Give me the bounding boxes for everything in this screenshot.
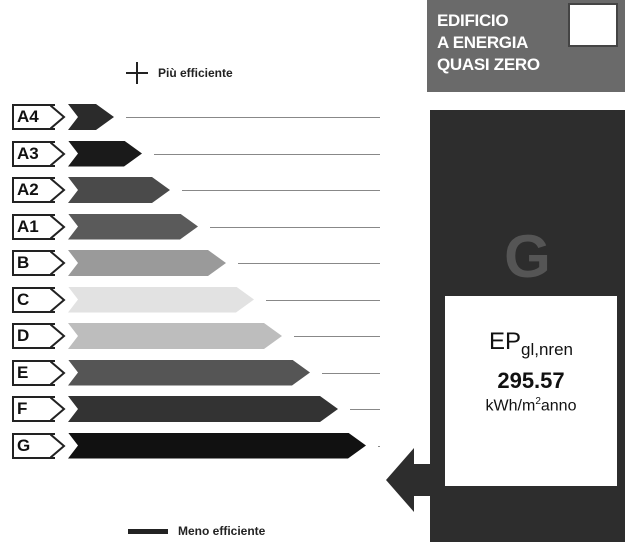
class-guide-line <box>322 372 380 374</box>
unit-period: anno <box>540 397 577 415</box>
unit-base: kWh/m <box>485 397 536 415</box>
class-label-tip-icon <box>50 323 66 349</box>
class-bar-g <box>68 433 366 459</box>
less-efficient-label: Meno efficiente <box>178 524 266 538</box>
class-bar-d <box>68 323 282 349</box>
nzeb-line-2: A ENERGIA <box>437 33 529 52</box>
nzeb-line-1: EDIFICIO <box>437 11 509 30</box>
class-label-e: E <box>12 359 55 386</box>
class-row-c: C <box>12 286 392 317</box>
class-row-a4: A4 <box>12 104 392 134</box>
class-label-tip-icon <box>50 104 66 130</box>
class-bar-a1 <box>68 214 198 240</box>
unit-superscript: 2 <box>535 396 541 407</box>
class-label-g: G <box>12 432 55 459</box>
class-bar-a2 <box>68 177 170 203</box>
class-label-tip-icon <box>50 359 66 386</box>
ep-value: 295.57 <box>497 368 565 393</box>
class-label-tip-icon <box>50 213 66 240</box>
ep-label: EPgl,nren <box>445 328 617 360</box>
nzeb-checkbox[interactable] <box>568 3 618 47</box>
ep-subscript: gl,nren <box>521 340 573 359</box>
class-bar-a4 <box>68 104 114 130</box>
class-label-tip-icon <box>50 396 66 422</box>
class-bar-a3 <box>68 141 142 167</box>
class-label-a3: A3 <box>12 140 55 167</box>
class-label-a1: A1 <box>12 213 55 240</box>
class-row-a2: A2 <box>12 177 392 207</box>
class-guide-line <box>182 190 380 191</box>
class-label-tip-icon <box>50 286 66 313</box>
ep-unit: kWh/m2anno <box>445 396 617 415</box>
class-label-tip-icon <box>50 432 66 459</box>
class-label-tip-icon <box>50 140 66 167</box>
class-label-f: F <box>12 396 55 422</box>
class-bar-c <box>68 287 254 313</box>
class-row-f: F <box>12 396 392 426</box>
class-label-a2: A2 <box>12 177 55 203</box>
class-label-tip-icon <box>50 177 66 203</box>
class-label-c: C <box>12 286 55 313</box>
class-bar-b <box>68 250 226 276</box>
class-row-e: E <box>12 359 392 390</box>
class-guide-line <box>294 336 380 337</box>
class-guide-line <box>126 117 380 118</box>
plus-icon <box>126 62 148 84</box>
class-guide-line <box>154 153 380 155</box>
ep-box: EPgl,nren 295.57 kWh/m2anno <box>445 296 617 486</box>
minus-icon <box>128 528 168 534</box>
class-guide-line <box>238 263 380 264</box>
less-efficient-legend: Meno efficiente <box>128 524 265 538</box>
class-guide-line <box>210 226 380 228</box>
class-bar-f <box>68 396 338 422</box>
class-label-b: B <box>12 250 55 276</box>
energy-class-letter: G <box>504 223 551 290</box>
class-label-tip-icon <box>50 250 66 276</box>
class-guide-line <box>266 299 380 301</box>
class-row-b: B <box>12 250 392 280</box>
class-guide-line <box>350 409 380 410</box>
class-label-d: D <box>12 323 55 349</box>
more-efficient-label: Più efficiente <box>158 66 233 80</box>
nzeb-line-3: QUASI ZERO <box>437 55 540 74</box>
class-label-a4: A4 <box>12 104 55 130</box>
class-bar-e <box>68 360 310 386</box>
class-guide-line <box>378 445 380 447</box>
nzeb-panel: EDIFICIO A ENERGIA QUASI ZERO <box>427 0 625 92</box>
class-row-a1: A1 <box>12 213 392 244</box>
class-row-g: G <box>12 432 392 463</box>
class-row-a3: A3 <box>12 140 392 171</box>
current-class-arrow-icon <box>386 448 436 512</box>
ep-symbol: EP <box>489 328 522 355</box>
more-efficient-legend: Più efficiente <box>126 62 233 84</box>
class-row-d: D <box>12 323 392 353</box>
